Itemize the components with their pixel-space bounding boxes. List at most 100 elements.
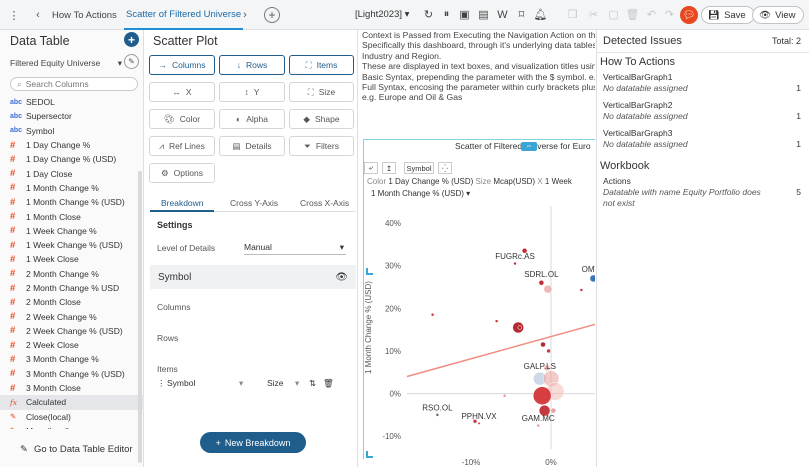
filters-button[interactable]: ⏷ Filters [289,136,354,156]
chevron-down-icon[interactable]: ▾ [295,377,300,388]
column-item[interactable]: #1 Week Change % (USD) [0,238,144,252]
options-button[interactable]: ⚙ Options [149,163,215,183]
goto-editor-link[interactable]: ✎ Go to Data Table Editor [20,444,133,455]
rows-button[interactable]: ↓ Rows [219,55,285,75]
issues-alert-button[interactable]: 💬︎ [680,6,698,24]
drill-up-icon[interactable]: ↥ [382,162,396,174]
tab-how-to-actions[interactable]: How To Actions [52,0,117,30]
lod-select[interactable]: Manual ▾ [244,240,346,255]
enc-value[interactable]: 1 Week [544,177,572,186]
bookmark-icon[interactable]: ⌑ [518,9,525,21]
bell-icon[interactable]: 🔔︎ [533,9,548,21]
column-name: 3 Month Change % (USD) [26,368,125,379]
breakdown-icon[interactable]: ⁛ [438,162,452,174]
shape-button[interactable]: ◆ Shape [289,109,354,129]
y-axis-dropdown[interactable]: 1 Month Change % (USD) ▾ [371,189,471,198]
tab-breakdown[interactable]: Breakdown [161,198,204,208]
shape-icon: ◆ [303,113,310,124]
tab-cross-y-axis[interactable]: Cross Y-Axis [230,198,279,208]
issue-item-name[interactable]: VerticalBarGraph3 [603,128,673,138]
column-item[interactable]: #1 Week Change % [0,224,144,238]
chevron-left-icon[interactable]: ‹ [36,9,40,21]
move-handle-icon[interactable]: ⇔ [521,142,537,151]
issue-item-name[interactable]: Actions [603,176,631,186]
search-columns[interactable]: ⌕ [10,77,138,91]
more-vertical-icon[interactable]: ⋮ [8,9,20,22]
items-button[interactable]: ⛶ Items [289,55,354,75]
reset-zoom-icon[interactable]: ⤶ [364,162,378,174]
column-item[interactable]: #1 Month Change % [0,181,144,195]
scatter-plot[interactable]: 40% 30% 20% 10% 0% -10% -10% 0% 1 Month Change %… [359,198,595,467]
chevron-down-icon[interactable]: ▾ [239,377,244,388]
issue-item-name[interactable]: VerticalBarGraph1 [603,72,673,82]
tab-scatter-filtered[interactable]: Scatter of Filtered Universe [124,0,244,30]
items-row[interactable]: ⋮ Symbol ▾ Size ▾ ⇅ 🗑︎ [157,376,349,390]
color-button[interactable]: 🎨︎ Color [149,109,215,129]
snapshot-icon[interactable]: ▣ [459,9,470,21]
edit-datasource-button[interactable]: ✎ [124,54,139,69]
column-item[interactable]: ✎ Close(local) [0,410,144,424]
columns-button[interactable]: → Columns [149,55,215,75]
column-item[interactable]: fx Calculated [0,395,144,410]
scrollbar[interactable] [138,171,142,463]
trash-icon[interactable]: 🗑︎ [323,377,334,388]
number-type-icon: # [10,268,16,280]
enc-value[interactable]: 1 Day Change % (USD) [388,177,474,186]
details-icon: ▤ [232,140,241,151]
column-item[interactable]: #2 Week Change % [0,309,144,323]
column-item[interactable]: ✎Mcap(local) [0,424,144,429]
new-breakdown-button[interactable]: + New Breakdown [200,432,306,453]
column-item[interactable]: #2 Month Change % [0,267,144,281]
column-item[interactable]: abc Supersector [0,109,144,123]
context-textbox[interactable]: Context is Passed from Executing the Nav… [362,30,595,106]
column-name: 1 Day Close [26,168,73,179]
size-button[interactable]: ⛶ Size [289,82,354,102]
x-button[interactable]: ↔ X [149,82,215,102]
details-button[interactable]: ▤ Details [219,136,285,156]
drag-handle-icon[interactable]: ⋮ [157,377,166,388]
column-item[interactable]: #1 Month Close [0,209,144,223]
search-input[interactable] [25,79,126,89]
column-item[interactable]: #1 Day Change % (USD) [0,152,144,166]
symbol-chip[interactable]: Symbol [404,162,434,174]
column-item[interactable]: #1 Day Change % [0,138,144,152]
column-item[interactable]: abc SEDOL [0,95,144,109]
column-item[interactable]: #2 Month Change % USD [0,281,144,295]
data-source-select[interactable]: Filtered Equity Universe ▾ [10,56,122,70]
column-item[interactable]: #1 Month Change % (USD) [0,195,144,209]
column-item[interactable]: #2 Week Close [0,338,144,352]
button-label: Columns [171,60,206,70]
enc-value[interactable]: Mcap(USD) [493,177,536,186]
symbol-breakdown-row[interactable]: Symbol 👁︎ [150,265,356,289]
edit-icon: ✎ [10,426,26,429]
pause-icon[interactable]: ⏸ [443,8,450,20]
column-item[interactable]: #1 Week Close [0,252,144,266]
y-button[interactable]: ↕ Y [219,82,285,102]
column-item[interactable]: #3 Month Change % [0,352,144,366]
save-button[interactable]: 💾︎ Save [701,6,755,24]
add-column-button[interactable]: + [124,32,139,47]
word-icon[interactable]: W [497,8,508,21]
column-item[interactable]: #2 Week Change % (USD) [0,324,144,338]
column-item[interactable]: #2 Month Close [0,295,144,309]
scatter-selection-frame[interactable] [363,139,595,459]
column-item[interactable]: #3 Month Close [0,381,144,395]
theme-selector[interactable]: [Light2023] ▾ [355,9,410,20]
scatter-point [521,248,528,254]
pdf-icon[interactable]: ▤ [478,9,489,21]
refresh-icon[interactable]: ↻ [423,9,434,21]
issue-item-name[interactable]: VerticalBarGraph2 [603,100,673,110]
sort-icon[interactable]: ⇅ [309,377,317,388]
tab-cross-x-axis[interactable]: Cross X-Axis [300,198,350,208]
eye-icon[interactable]: 👁︎ [335,271,348,283]
view-button[interactable]: 👁︎ View [752,6,805,24]
scatter-point [543,284,553,294]
chevron-right-icon[interactable]: › [243,9,247,21]
column-item[interactable]: abc Symbol [0,124,144,138]
point-label: FUGRc.AS [495,252,535,261]
column-item[interactable]: #1 Day Close [0,166,144,180]
add-tab-button[interactable]: + [264,7,280,23]
ref-lines-button[interactable]: ⩘ Ref Lines [149,136,215,156]
column-item[interactable]: #3 Month Change % (USD) [0,367,144,381]
alpha-button[interactable]: ◐ Alpha [219,109,285,129]
